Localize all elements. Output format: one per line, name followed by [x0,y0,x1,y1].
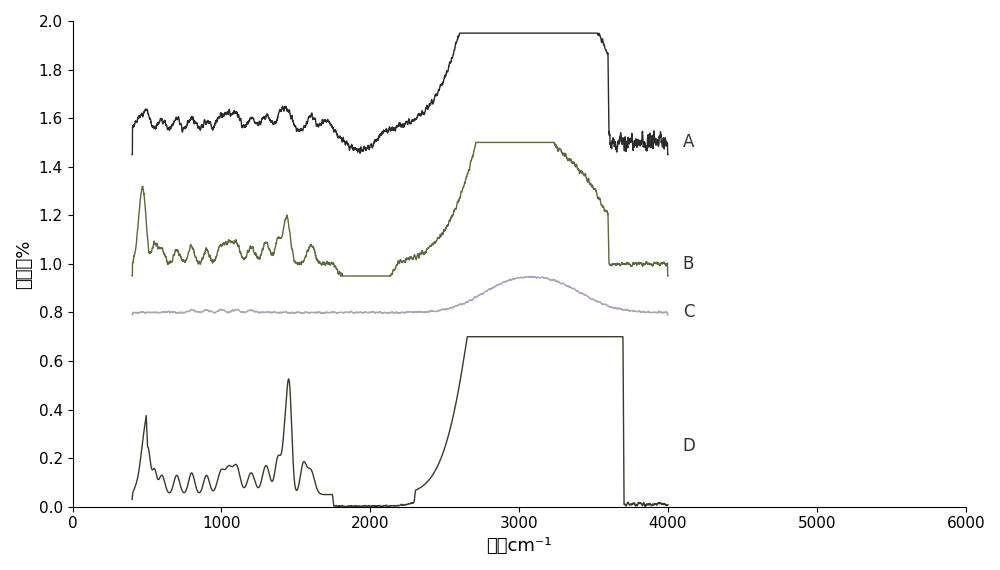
Text: B: B [683,255,694,273]
Y-axis label: 透光率%: 透光率% [15,239,33,288]
Text: D: D [683,437,696,455]
Text: A: A [683,133,694,152]
X-axis label: 波数cm⁻¹: 波数cm⁻¹ [486,537,552,555]
Text: C: C [683,303,694,321]
